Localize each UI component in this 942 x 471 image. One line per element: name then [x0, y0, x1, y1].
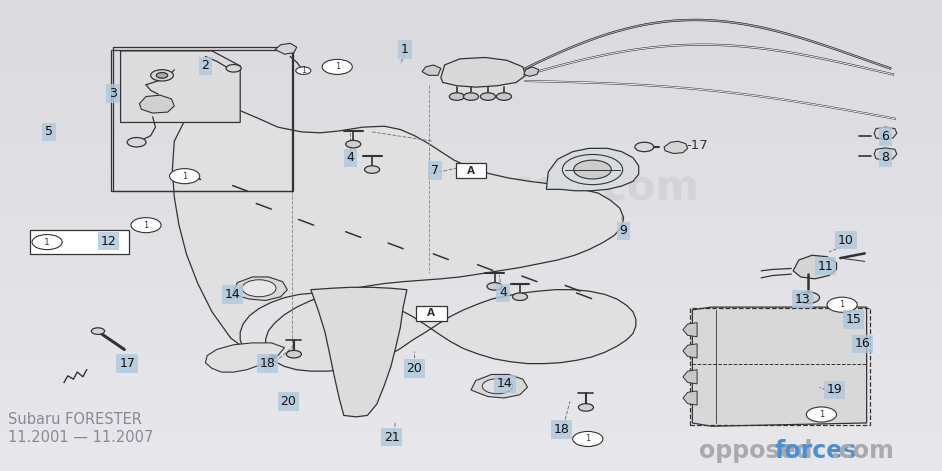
Text: forces: forces: [774, 439, 856, 463]
Text: A: A: [428, 308, 435, 318]
Text: 9: 9: [620, 224, 627, 237]
Polygon shape: [683, 391, 697, 405]
Circle shape: [151, 70, 173, 81]
Circle shape: [91, 328, 105, 334]
Circle shape: [574, 160, 611, 179]
Text: 1: 1: [819, 410, 824, 419]
Text: 4: 4: [347, 151, 354, 164]
Text: 3: 3: [109, 87, 117, 100]
Text: 2: 2: [202, 59, 209, 73]
Circle shape: [365, 166, 380, 173]
FancyBboxPatch shape: [456, 163, 486, 178]
Text: 1: 1: [182, 171, 187, 181]
Text: 11: 11: [818, 260, 833, 273]
Text: 17: 17: [120, 357, 135, 370]
Text: Subaru FORESTER
11.2001 — 11.2007: Subaru FORESTER 11.2001 — 11.2007: [8, 413, 153, 445]
Circle shape: [635, 142, 654, 152]
FancyBboxPatch shape: [416, 306, 447, 321]
Text: 18: 18: [260, 357, 275, 370]
Circle shape: [797, 292, 820, 303]
Circle shape: [226, 65, 241, 72]
Circle shape: [346, 140, 361, 148]
Polygon shape: [121, 51, 240, 122]
Text: 16: 16: [855, 337, 870, 350]
Polygon shape: [874, 148, 897, 160]
Text: 8: 8: [882, 151, 889, 164]
Text: 4: 4: [499, 286, 507, 300]
Text: 10: 10: [838, 234, 853, 247]
Text: 1: 1: [334, 62, 340, 72]
Polygon shape: [683, 323, 697, 337]
Circle shape: [127, 138, 146, 147]
Polygon shape: [422, 65, 441, 75]
Circle shape: [487, 283, 502, 290]
Circle shape: [170, 169, 200, 184]
Text: 19: 19: [827, 383, 842, 397]
Polygon shape: [205, 343, 284, 372]
Polygon shape: [874, 127, 897, 139]
Text: 12: 12: [101, 235, 116, 248]
Circle shape: [463, 93, 479, 100]
Circle shape: [512, 293, 528, 300]
Circle shape: [131, 218, 161, 233]
Text: .com: .com: [831, 439, 895, 463]
Circle shape: [242, 280, 276, 297]
Polygon shape: [234, 277, 287, 300]
Circle shape: [32, 235, 62, 250]
Circle shape: [156, 73, 168, 78]
Polygon shape: [664, 141, 688, 154]
Text: 6: 6: [882, 130, 889, 143]
Text: 1: 1: [44, 237, 50, 247]
Text: 18: 18: [554, 423, 569, 436]
Text: 20: 20: [407, 362, 422, 375]
Text: A: A: [467, 165, 475, 176]
Polygon shape: [524, 67, 539, 76]
Text: 1: 1: [839, 300, 845, 309]
Text: 14: 14: [497, 377, 512, 390]
Polygon shape: [172, 108, 636, 371]
Circle shape: [578, 404, 593, 411]
Polygon shape: [546, 148, 639, 191]
Text: 14: 14: [225, 288, 240, 301]
Circle shape: [286, 350, 301, 358]
Polygon shape: [275, 43, 297, 54]
Text: 7: 7: [431, 164, 439, 177]
Polygon shape: [471, 374, 528, 398]
Circle shape: [480, 93, 495, 100]
Text: 13: 13: [795, 292, 810, 306]
Text: -17: -17: [686, 138, 708, 152]
Text: 15: 15: [846, 313, 861, 326]
Text: 1: 1: [585, 434, 591, 444]
Circle shape: [573, 431, 603, 447]
Circle shape: [296, 67, 311, 74]
Text: 21: 21: [384, 430, 399, 444]
Text: 1: 1: [401, 43, 409, 56]
Polygon shape: [683, 344, 697, 358]
Polygon shape: [311, 287, 407, 417]
Polygon shape: [683, 370, 697, 384]
Text: 1: 1: [143, 220, 149, 230]
Text: opposed: opposed: [699, 439, 812, 463]
Text: 20: 20: [281, 395, 296, 408]
Polygon shape: [139, 95, 174, 113]
Circle shape: [806, 407, 836, 422]
Circle shape: [449, 93, 464, 100]
Polygon shape: [441, 57, 526, 87]
FancyBboxPatch shape: [30, 230, 129, 254]
Circle shape: [322, 59, 352, 74]
Text: 1: 1: [300, 66, 306, 75]
Polygon shape: [692, 307, 867, 426]
Text: 5: 5: [45, 125, 53, 138]
Text: opposedforces.com: opposedforces.com: [243, 167, 699, 210]
Circle shape: [827, 297, 857, 312]
Polygon shape: [793, 255, 836, 279]
Circle shape: [482, 379, 512, 394]
Circle shape: [496, 93, 512, 100]
